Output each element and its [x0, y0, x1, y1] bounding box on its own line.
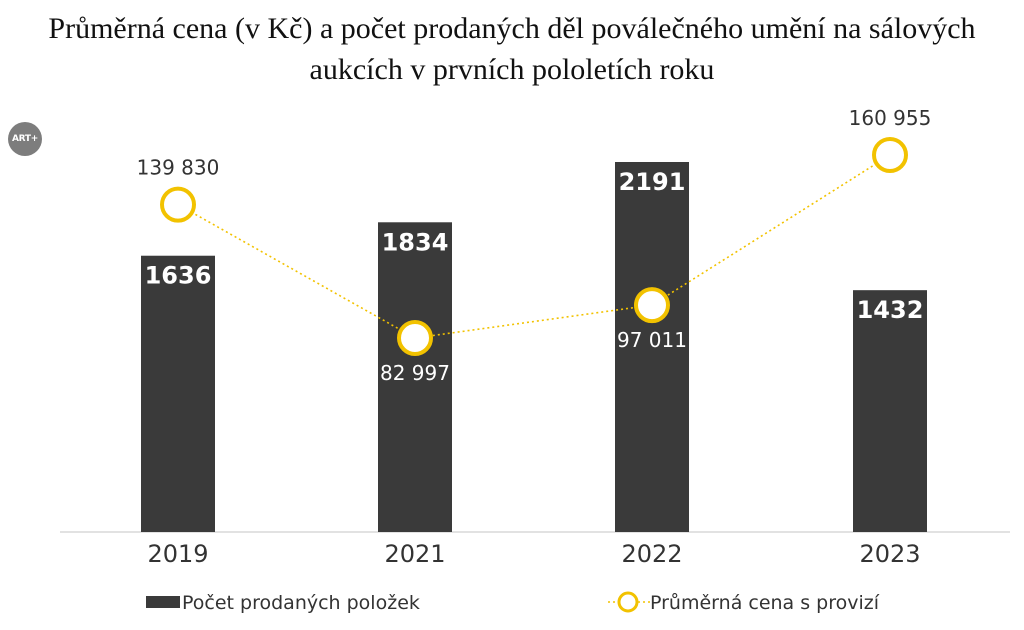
bar-2022 [615, 162, 689, 532]
x-tick-2019: 2019 [147, 540, 208, 568]
price-label-2022: 97 011 [617, 328, 687, 352]
x-tick-2022: 2022 [621, 540, 682, 568]
price-marker-2019 [160, 186, 196, 223]
price-marker-2023 [872, 137, 908, 173]
price-label-2023: 160 955 [849, 106, 932, 130]
legend-marker-swatch [617, 591, 639, 613]
legend-line-label: Průměrná cena s provizí [650, 592, 880, 614]
x-tick-2023: 2023 [859, 540, 920, 568]
price-label-2019: 139 830 [137, 156, 220, 180]
chart-title: Průměrná cena (v Kč) a počet prodaných d… [48, 12, 976, 86]
artplus-logo: ART+ [8, 122, 42, 156]
logo-text: ART+ [12, 134, 38, 144]
legend-bar-swatch [146, 596, 180, 608]
price-label-2021: 82 997 [380, 361, 450, 385]
line-series: 139 830 82 997 97 011 160 955 [137, 106, 932, 385]
price-marker-2022 [634, 287, 670, 324]
price-line [177, 154, 891, 339]
bar-series: 1636 1834 2191 1432 [141, 162, 927, 533]
bar-label-2022: 2191 [619, 168, 686, 196]
price-marker-2021 [397, 320, 433, 356]
legend-bar-label: Počet prodaných položek [182, 592, 420, 614]
bar-2019 [141, 255, 215, 533]
bar-label-2019: 1636 [145, 262, 212, 290]
bar-label-2021: 1834 [382, 228, 449, 256]
bar-2023 [853, 290, 927, 532]
x-axis-ticks: 2019 2021 2022 2023 [147, 540, 920, 568]
legend: Počet prodaných položek Průměrná cena s p… [146, 591, 880, 614]
bar-2021 [378, 222, 452, 532]
x-tick-2021: 2021 [384, 540, 445, 568]
bar-label-2023: 1432 [857, 296, 924, 324]
